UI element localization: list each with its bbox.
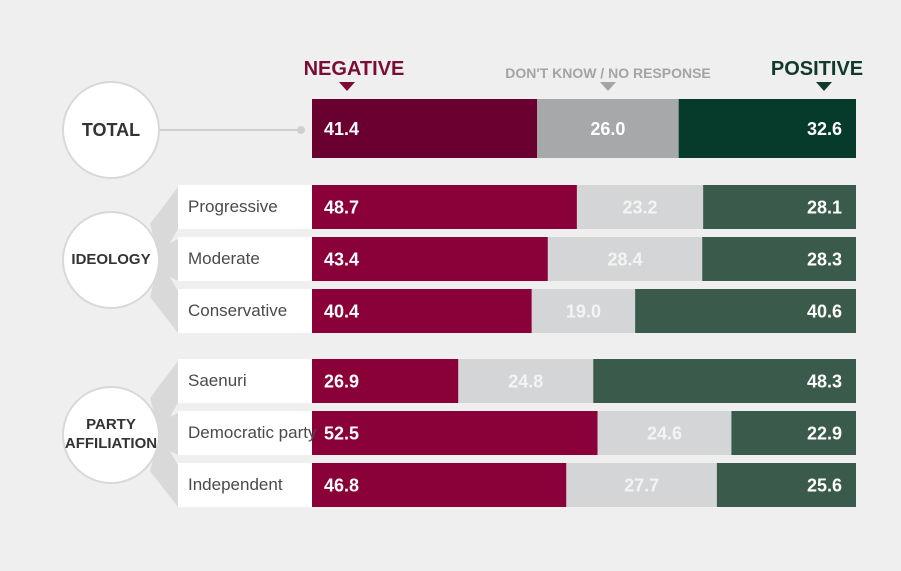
header-dont-know-arrow-icon [600,82,616,91]
group-label-party-line2: AFFILIATION [64,435,158,452]
bar-dont-know-total [537,99,679,158]
header-negative-arrow-icon [339,82,355,91]
label-positive-moderate: 28.3 [807,250,842,270]
connector-total-dot [297,126,305,134]
header-negative: NEGATIVE [303,58,405,80]
group-label-ideology: IDEOLOGY [71,250,151,268]
connector-ideology-bottom [150,260,178,333]
group-circle-party-affiliation: PARTY AFFILIATION [62,386,160,484]
bar-dont-know-saenuri [458,359,594,403]
row-label-independent: Independent [178,463,312,507]
label-negative-democratic-party: 52.5 [324,424,359,444]
label-negative-saenuri: 26.9 [324,372,359,392]
header-positive: POSITIVE [770,58,864,80]
label-negative-progressive: 48.7 [324,198,359,218]
row-label-saenuri: Saenuri [178,359,312,403]
group-circle-ideology: IDEOLOGY [62,211,160,309]
label-dont-know-independent: 27.7 [624,476,659,496]
label-dont-know-saenuri: 24.8 [508,372,543,392]
label-positive-total: 32.6 [807,119,842,139]
row-label-democratic-party: Democratic party [178,411,316,455]
label-negative-independent: 46.8 [324,476,359,496]
bar-dont-know-independent [566,463,717,507]
label-negative-total: 41.4 [324,119,359,139]
label-dont-know-conservative: 19.0 [566,302,601,322]
bar-positive-moderate [702,237,856,281]
bar-negative-independent [312,463,567,507]
header-dont-know: DON'T KNOW / NO RESPONSE [505,65,711,81]
connector-party-bottom [150,434,178,507]
row-label-moderate: Moderate [178,237,312,281]
label-positive-progressive: 28.1 [807,198,842,218]
bar-dont-know-progressive [576,185,704,229]
connector-party-top [150,361,178,434]
bar-positive-democratic-party [731,411,856,455]
label-dont-know-moderate: 28.4 [608,250,643,270]
bar-positive-independent [716,463,856,507]
label-dont-know-democratic-party: 24.6 [647,424,682,444]
bar-dont-know-conservative [531,289,636,333]
bar-positive-total [678,99,856,158]
bar-positive-progressive [703,185,856,229]
bar-negative-saenuri [312,359,459,403]
bar-negative-conservative [312,289,532,333]
connector-ideology-top [150,187,178,260]
label-negative-moderate: 43.4 [324,250,359,270]
label-negative-conservative: 40.4 [324,302,359,322]
bar-negative-democratic-party [312,411,598,455]
group-label-total: TOTAL [81,119,141,140]
label-positive-independent: 25.6 [807,476,842,496]
row-label-conservative: Conservative [178,289,312,333]
bar-negative-total [312,99,538,158]
group-circle-total: TOTAL [62,81,160,179]
bar-dont-know-moderate [547,237,703,281]
bar-negative-moderate [312,237,548,281]
label-positive-democratic-party: 22.9 [807,424,842,444]
bar-positive-saenuri [593,359,856,403]
row-label-progressive: Progressive [178,185,312,229]
label-dont-know-progressive: 23.2 [623,198,658,218]
group-label-party-line1: PARTY [86,416,136,434]
label-positive-saenuri: 48.3 [807,372,842,392]
label-dont-know-total: 26.0 [590,119,625,139]
bar-dont-know-democratic-party [597,411,732,455]
bar-negative-progressive [312,185,577,229]
header-positive-arrow-icon [816,82,832,91]
label-positive-conservative: 40.6 [807,302,842,322]
bar-positive-conservative [635,289,856,333]
